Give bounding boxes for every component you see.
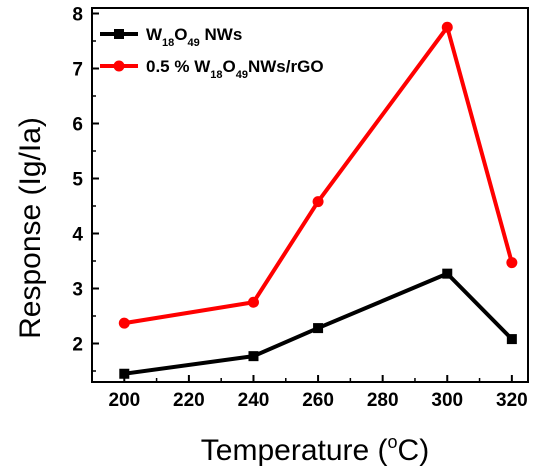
data-point bbox=[312, 196, 324, 208]
data-point bbox=[313, 323, 324, 334]
legend-item-2: 0.5 % W18O49NWs/rGO bbox=[100, 57, 324, 81]
y-tick-label: 7 bbox=[72, 60, 83, 81]
x-axis-title-unit: C) bbox=[398, 434, 430, 467]
data-point bbox=[247, 296, 259, 308]
data-point bbox=[441, 21, 453, 33]
x-tick-label: 200 bbox=[108, 390, 140, 411]
plot-frame bbox=[91, 7, 529, 383]
series-layer bbox=[118, 21, 518, 379]
data-point bbox=[442, 268, 453, 279]
series-1 bbox=[119, 268, 517, 379]
x-tick-label: 320 bbox=[496, 390, 528, 411]
series-2 bbox=[118, 21, 518, 329]
y-tick-label: 3 bbox=[72, 280, 83, 301]
legend-label: 0.5 % W18O49NWs/rGO bbox=[146, 57, 324, 81]
data-point bbox=[506, 257, 518, 269]
legend-item-1: W18O49 NWs bbox=[100, 25, 242, 49]
y-tick-label: 6 bbox=[72, 115, 83, 136]
x-tick-label: 220 bbox=[173, 390, 205, 411]
x-tick-label: 300 bbox=[431, 390, 463, 411]
axes: 200 220 240 260 280 300 320 2 3 4 5 6 7 8 bbox=[72, 5, 529, 411]
data-point bbox=[506, 334, 517, 345]
x-tick-label: 260 bbox=[302, 390, 334, 411]
y-tick-label: 4 bbox=[72, 225, 83, 246]
legend-marker bbox=[113, 60, 125, 72]
x-axis-title: Temperature (oC) bbox=[201, 432, 429, 467]
y-tick-label: 2 bbox=[72, 335, 83, 356]
x-axis-title-degree: o bbox=[388, 432, 398, 452]
legend: W18O49 NWs 0.5 % W18O49NWs/rGO bbox=[100, 25, 324, 81]
y-tick-label: 5 bbox=[72, 170, 83, 191]
data-point bbox=[118, 317, 130, 329]
y-axis-title: Response (Ig/Ia) bbox=[14, 117, 47, 339]
x-axis-title-main: Temperature ( bbox=[201, 434, 388, 467]
data-point bbox=[119, 368, 130, 379]
legend-label: W18O49 NWs bbox=[146, 25, 242, 49]
data-point bbox=[248, 351, 259, 362]
legend-marker bbox=[114, 29, 124, 39]
x-tick-label: 280 bbox=[367, 390, 399, 411]
x-tick-label: 240 bbox=[238, 390, 270, 411]
y-tick-label: 8 bbox=[72, 5, 83, 26]
